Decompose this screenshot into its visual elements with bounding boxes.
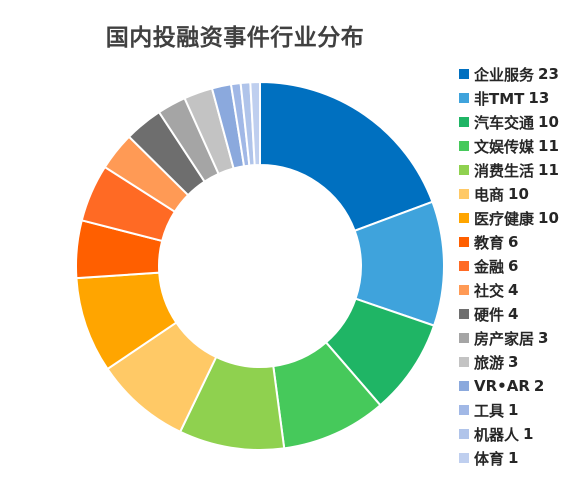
- legend-label: 教育: [474, 233, 505, 252]
- legend-value: 4: [508, 281, 519, 299]
- legend-swatch: [459, 381, 469, 391]
- legend-swatch: [459, 333, 469, 343]
- legend-label: 医疗健康: [474, 209, 535, 228]
- legend-label: 体育: [474, 449, 505, 468]
- legend-value: 1: [523, 425, 534, 443]
- legend-label: 消费生活: [474, 161, 535, 180]
- legend-swatch: [459, 261, 469, 271]
- legend-label: VR•AR: [474, 377, 530, 395]
- legend-item: 电商 10: [459, 182, 559, 206]
- legend-value: 10: [508, 185, 529, 203]
- legend-item: 非TMT 13: [459, 86, 559, 110]
- legend-label: 电商: [474, 185, 505, 204]
- legend-item: 机器人 1: [459, 422, 559, 446]
- legend-value: 11: [538, 161, 559, 179]
- legend-swatch: [459, 357, 469, 367]
- legend-swatch: [459, 165, 469, 175]
- legend-item: 企业服务 23: [459, 62, 559, 86]
- legend-item: VR•AR 2: [459, 374, 559, 398]
- legend-label: 企业服务: [474, 65, 535, 84]
- chart-title: 国内投融资事件行业分布: [105, 25, 365, 51]
- legend-item: 医疗健康 10: [459, 206, 559, 230]
- legend-label: 社交: [474, 281, 505, 300]
- donut-slice-0: [259, 80, 434, 233]
- legend-item: 体育 1: [459, 446, 559, 470]
- legend-item: 社交 4: [459, 278, 559, 302]
- legend-value: 2: [533, 377, 545, 395]
- legend-label: 房产家居: [474, 329, 535, 348]
- donut-slice-16: [249, 80, 261, 167]
- legend-swatch: [459, 285, 469, 295]
- legend-label: 金融: [474, 257, 505, 276]
- legend-swatch: [459, 429, 469, 439]
- legend-item: 消费生活 11: [459, 158, 559, 182]
- legend-item: 工具 1: [459, 398, 559, 422]
- legend-item: 汽车交通 10: [459, 110, 559, 134]
- legend-label: 文娱传媒: [474, 137, 535, 156]
- legend-swatch: [459, 69, 469, 79]
- legend-item: 文娱传媒 11: [459, 134, 559, 158]
- legend-value: 4: [508, 305, 519, 323]
- legend-item: 金融 6: [459, 254, 559, 278]
- legend-value: 6: [508, 233, 519, 251]
- legend-swatch: [459, 237, 469, 247]
- legend-value: 1: [508, 449, 519, 467]
- legend-item: 旅游 3: [459, 350, 559, 374]
- legend-label: 汽车交通: [474, 113, 535, 132]
- legend-value: 10: [538, 209, 559, 227]
- legend-value: 11: [538, 137, 559, 155]
- legend-item: 房产家居 3: [459, 326, 559, 350]
- legend-item: 硬件 4: [459, 302, 559, 326]
- legend-value: 3: [508, 353, 519, 371]
- legend-value: 13: [528, 89, 550, 107]
- legend-value: 3: [538, 329, 549, 347]
- legend-value: 23: [538, 65, 559, 83]
- legend-swatch: [459, 189, 469, 199]
- legend-swatch: [459, 453, 469, 463]
- legend-swatch: [459, 405, 469, 415]
- legend-label: 机器人: [474, 425, 520, 444]
- legend-swatch: [459, 309, 469, 319]
- chart-legend: 企业服务 23 非TMT 13 汽车交通 10 文娱传媒 11 消费生活 11 电商 10 医疗健康 10…: [459, 62, 559, 470]
- legend-label: 非TMT: [474, 89, 525, 108]
- legend-swatch: [459, 213, 469, 223]
- legend-label: 硬件: [474, 305, 505, 324]
- legend-value: 10: [538, 113, 559, 131]
- legend-item: 教育 6: [459, 230, 559, 254]
- legend-label: 工具: [474, 401, 505, 420]
- legend-label: 旅游: [474, 353, 505, 372]
- legend-swatch: [459, 93, 469, 103]
- legend-value: 1: [508, 401, 519, 419]
- legend-swatch: [459, 141, 469, 151]
- legend-value: 6: [508, 257, 519, 275]
- legend-swatch: [459, 117, 469, 127]
